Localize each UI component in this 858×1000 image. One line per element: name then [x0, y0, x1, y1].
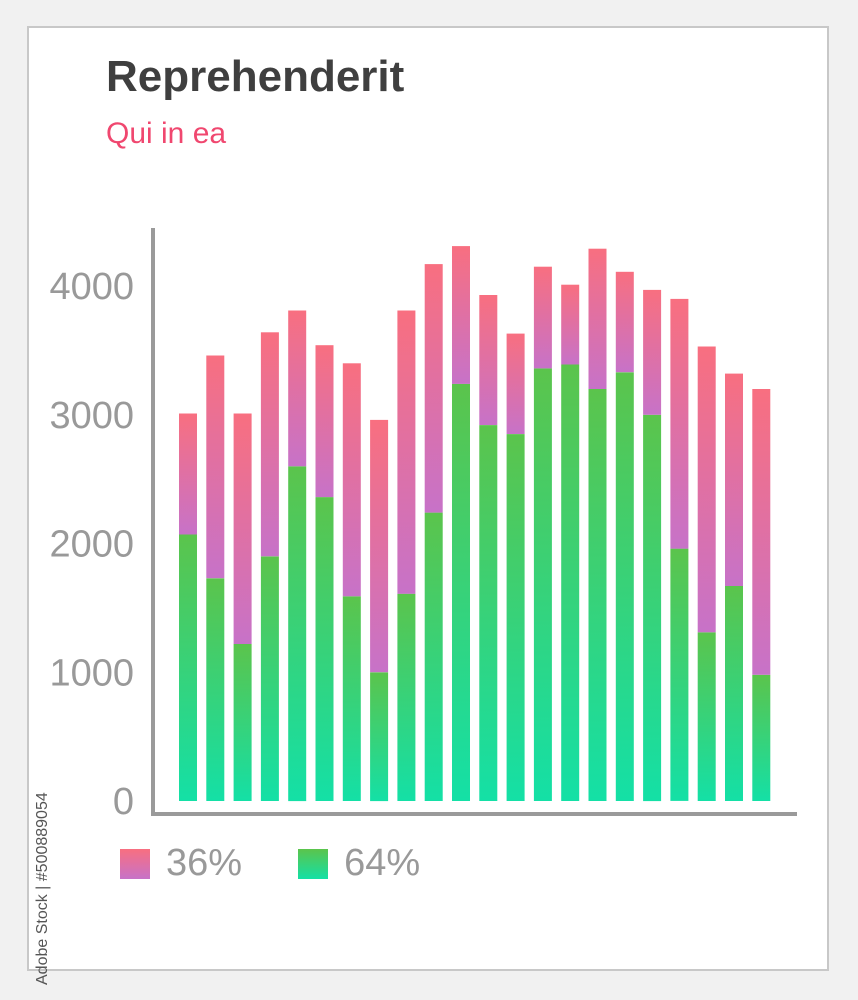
bar-segment-64	[179, 534, 197, 801]
bar-segment-36	[206, 355, 225, 579]
y-tick-label: 2000	[49, 524, 134, 566]
bar-segment-36	[670, 298, 689, 549]
legend-item-top: 36%	[120, 842, 242, 885]
bar-segment-36	[452, 246, 470, 384]
bar-segment-36	[615, 271, 634, 373]
bar-segment-36	[725, 373, 743, 586]
bar-segment-36	[315, 345, 334, 498]
bar-segment-64	[342, 596, 361, 801]
bar-segment-36	[370, 419, 389, 673]
legend-item-bottom: 64%	[298, 842, 420, 885]
watermark-id: Adobe Stock | #500889054	[34, 792, 51, 985]
bar-segment-64	[397, 593, 416, 801]
legend-label-bottom: 64%	[344, 842, 421, 884]
bar-segment-64	[588, 389, 607, 801]
bar-segment-64	[752, 674, 771, 801]
bar-segment-36	[260, 332, 279, 557]
bar-segment-64	[725, 586, 743, 801]
bar-segment-36	[288, 310, 307, 467]
bars-group	[179, 246, 771, 802]
bar-segment-64	[533, 368, 552, 801]
y-axis-ticks: 0 1000 2000 3000 4000	[49, 266, 134, 823]
bar-segment-64	[479, 425, 498, 801]
legend-swatch-bottom	[298, 848, 329, 879]
bar-segment-64	[643, 414, 662, 802]
y-tick-label: 3000	[49, 395, 134, 437]
bar-segment-36	[179, 413, 197, 535]
bar-segment-64	[452, 383, 470, 801]
bar-segment-64	[260, 556, 279, 801]
bar-segment-36	[588, 248, 607, 389]
bar-segment-64	[615, 372, 634, 801]
bar-segment-36	[697, 346, 716, 633]
bar-segment-64	[670, 548, 689, 801]
bar-segment-36	[397, 310, 416, 594]
y-tick-label: 1000	[49, 652, 134, 694]
bar-segment-36	[342, 363, 361, 597]
bar-segment-36	[533, 266, 552, 369]
bar-segment-64	[315, 497, 334, 801]
bar-segment-64	[697, 632, 716, 801]
bar-segment-64	[424, 512, 443, 801]
bar-segment-36	[479, 295, 498, 425]
bar-segment-36	[643, 289, 662, 415]
bar-segment-64	[206, 578, 225, 801]
bar-segment-64	[370, 672, 389, 802]
bar-segment-36	[233, 413, 252, 644]
legend-label-top: 36%	[166, 842, 243, 884]
chart-subtitle: Qui in ea	[106, 117, 227, 150]
bar-segment-36	[752, 389, 771, 675]
y-tick-label: 0	[113, 781, 134, 823]
bar-segment-36	[506, 333, 525, 434]
legend: 36% 64%	[120, 842, 476, 885]
bar-segment-64	[233, 643, 252, 801]
bar-segment-64	[561, 364, 580, 801]
bar-segment-36	[424, 264, 443, 513]
bar-segment-64	[506, 434, 525, 801]
chart-title: Reprehenderit	[106, 52, 405, 101]
bar-segment-64	[288, 466, 307, 802]
y-tick-label: 4000	[49, 266, 134, 308]
bar-segment-36	[561, 284, 580, 365]
legend-swatch-top	[120, 848, 150, 879]
